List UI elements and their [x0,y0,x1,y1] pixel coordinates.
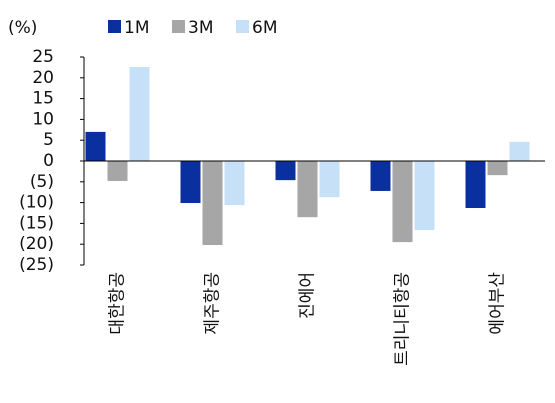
bar [275,161,296,181]
legend-label: 3M [188,18,213,38]
bar [85,131,106,161]
y-tick-label: 0 [43,151,54,171]
legend-swatch [236,20,249,33]
y-tick-label: 15 [32,89,54,109]
x-tick-label: 에어부산 [488,272,508,335]
bar [370,161,391,191]
bar [319,161,340,198]
y-tick-label: 10 [32,109,54,129]
x-tick-label: 트리니티항공 [393,272,413,366]
unit-label: (%) [8,18,37,38]
y-tick-label: (15) [19,213,54,233]
bar [180,161,201,204]
bar [465,161,486,209]
bar [509,141,530,161]
bar [297,161,318,218]
legend-swatch [108,20,121,33]
bar [107,161,128,181]
x-tick-label: 대한항공 [108,272,128,335]
legend-swatch [172,20,185,33]
legend-label: 1M [124,18,149,38]
y-tick-label: (10) [19,193,54,213]
y-tick-label: 25 [32,47,54,67]
bar [487,161,508,176]
bar [224,161,245,206]
bar [392,161,413,243]
y-tick-label: 20 [32,68,54,88]
bar [202,161,223,246]
y-tick-label: (25) [19,255,54,275]
bar [129,66,150,161]
y-tick-label: (20) [19,234,54,254]
y-tick-label: (5) [30,172,54,192]
y-tick-label: 5 [43,130,54,150]
x-tick-label: 진에어 [298,272,318,319]
legend-label: 6M [252,18,277,38]
bar [414,161,435,231]
x-tick-label: 제주항공 [203,272,223,335]
